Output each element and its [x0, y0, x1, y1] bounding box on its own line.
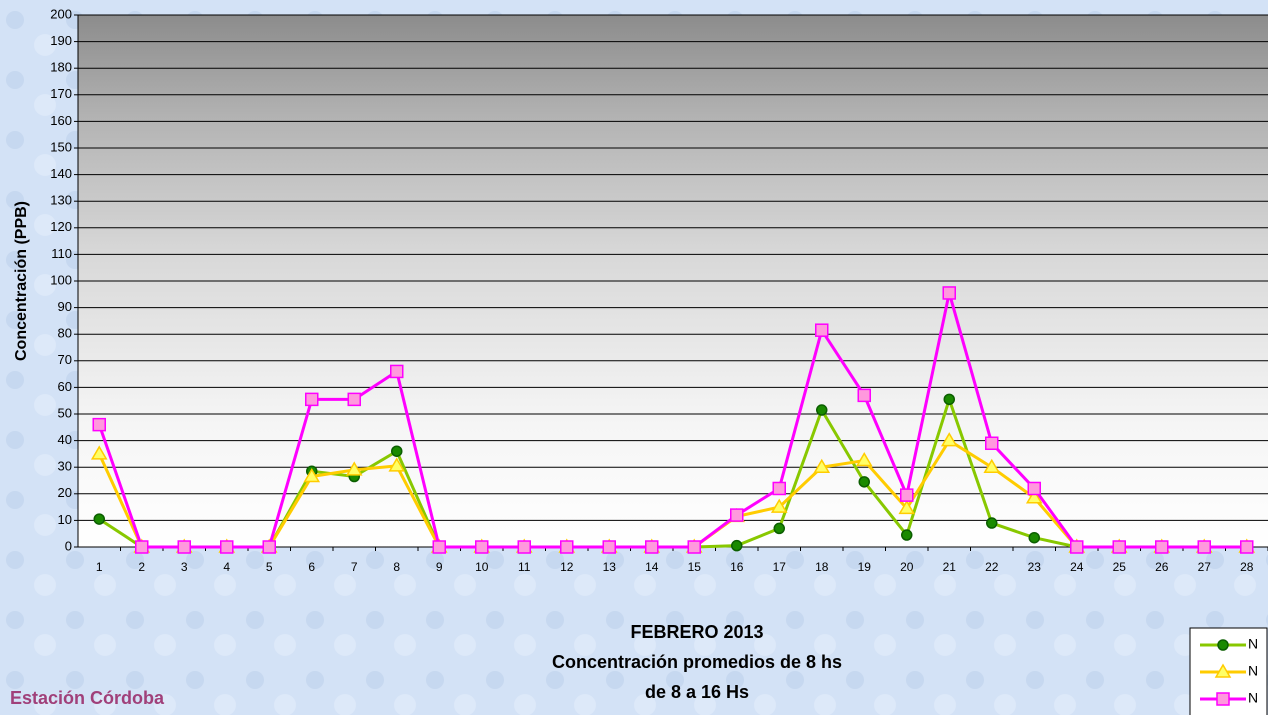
chart-subtitle: de 8 a 16 Hs — [645, 682, 749, 702]
x-tick-label: 10 — [475, 560, 489, 574]
x-tick-label: 26 — [1155, 560, 1169, 574]
x-tick-label: 9 — [436, 560, 443, 574]
y-tick-label: 0 — [65, 538, 72, 553]
x-tick-label: 28 — [1240, 560, 1254, 574]
data-point — [518, 541, 530, 553]
data-point — [561, 541, 573, 553]
x-tick-label: 3 — [181, 560, 188, 574]
x-tick-label: 11 — [518, 560, 531, 574]
y-tick-label: 140 — [50, 166, 72, 181]
data-point — [392, 446, 402, 456]
y-tick-label: 60 — [58, 379, 72, 394]
x-tick-label: 1 — [96, 560, 103, 574]
y-tick-label: 120 — [50, 219, 72, 234]
x-tick-label: 17 — [773, 560, 787, 574]
data-point — [94, 514, 104, 524]
data-point — [433, 541, 445, 553]
y-tick-label: 110 — [51, 246, 72, 261]
data-point — [774, 523, 784, 533]
x-tick-label: 23 — [1028, 560, 1042, 574]
data-point — [1198, 541, 1210, 553]
data-point — [858, 389, 870, 401]
data-point — [731, 509, 743, 521]
x-tick-label: 13 — [603, 560, 617, 574]
y-tick-label: 170 — [50, 86, 72, 101]
data-point — [221, 541, 233, 553]
x-tick-label: 6 — [308, 560, 315, 574]
data-point — [987, 518, 997, 528]
y-tick-label: 130 — [50, 193, 72, 208]
data-point — [902, 530, 912, 540]
x-tick-label: 14 — [645, 560, 659, 574]
y-tick-label: 100 — [50, 272, 72, 287]
data-point — [646, 541, 658, 553]
y-tick-label: 190 — [50, 33, 72, 48]
data-point — [348, 393, 360, 405]
x-tick-label: 19 — [858, 560, 872, 574]
data-point — [93, 419, 105, 431]
y-tick-label: 160 — [50, 113, 72, 128]
chart-title: FEBRERO 2013 — [630, 622, 763, 642]
x-tick-label: 25 — [1113, 560, 1127, 574]
x-tick-label: 16 — [730, 560, 744, 574]
legend-label: N — [1248, 636, 1258, 652]
y-tick-label: 20 — [58, 485, 72, 500]
data-point — [732, 541, 742, 551]
x-tick-label: 18 — [815, 560, 829, 574]
x-tick-label: 21 — [943, 560, 957, 574]
y-tick-label: 70 — [58, 352, 72, 367]
data-point — [306, 393, 318, 405]
data-point — [986, 437, 998, 449]
x-tick-label: 22 — [985, 560, 999, 574]
legend: NNN — [1190, 628, 1267, 715]
data-point — [136, 541, 148, 553]
data-point — [688, 541, 700, 553]
x-tick-label: 4 — [223, 560, 230, 574]
data-point — [603, 541, 615, 553]
data-point — [773, 482, 785, 494]
data-point — [1028, 482, 1040, 494]
y-tick-label: 180 — [50, 60, 72, 75]
y-tick-label: 50 — [58, 405, 72, 420]
data-point — [1029, 533, 1039, 543]
data-point — [901, 489, 913, 501]
data-point — [1241, 541, 1253, 553]
legend-marker — [1218, 640, 1228, 650]
data-point — [263, 541, 275, 553]
x-tick-label: 12 — [560, 560, 574, 574]
data-point — [391, 365, 403, 377]
x-tick-label: 20 — [900, 560, 914, 574]
chart-subtitle: Concentración promedios de 8 hs — [552, 652, 842, 672]
data-point — [1113, 541, 1125, 553]
station-label: Estación Córdoba — [10, 688, 165, 708]
x-tick-label: 8 — [393, 560, 400, 574]
legend-label: N — [1248, 663, 1258, 679]
legend-label: N — [1248, 690, 1258, 706]
data-point — [476, 541, 488, 553]
data-point — [178, 541, 190, 553]
y-tick-label: 10 — [58, 512, 72, 527]
y-tick-label: 30 — [58, 459, 72, 474]
x-tick-label: 2 — [138, 560, 145, 574]
legend-marker — [1217, 693, 1229, 705]
y-tick-label: 40 — [58, 432, 72, 447]
x-tick-label: 5 — [266, 560, 273, 574]
y-axis-label: Concentración (PPB) — [13, 201, 30, 361]
y-tick-label: 200 — [50, 6, 72, 21]
x-tick-label: 7 — [351, 560, 358, 574]
data-point — [816, 324, 828, 336]
data-point — [1071, 541, 1083, 553]
x-tick-label: 27 — [1198, 560, 1212, 574]
y-tick-label: 80 — [58, 326, 72, 341]
data-point — [943, 287, 955, 299]
data-point — [817, 405, 827, 415]
x-tick-label: 24 — [1070, 560, 1084, 574]
chart: Concentración (PPB) FEBRERO 2013 Concent… — [0, 0, 1268, 715]
data-point — [1156, 541, 1168, 553]
x-tick-label: 15 — [688, 560, 702, 574]
data-point — [859, 477, 869, 487]
y-tick-label: 90 — [58, 299, 72, 314]
data-point — [944, 394, 954, 404]
y-tick-label: 150 — [50, 139, 72, 154]
